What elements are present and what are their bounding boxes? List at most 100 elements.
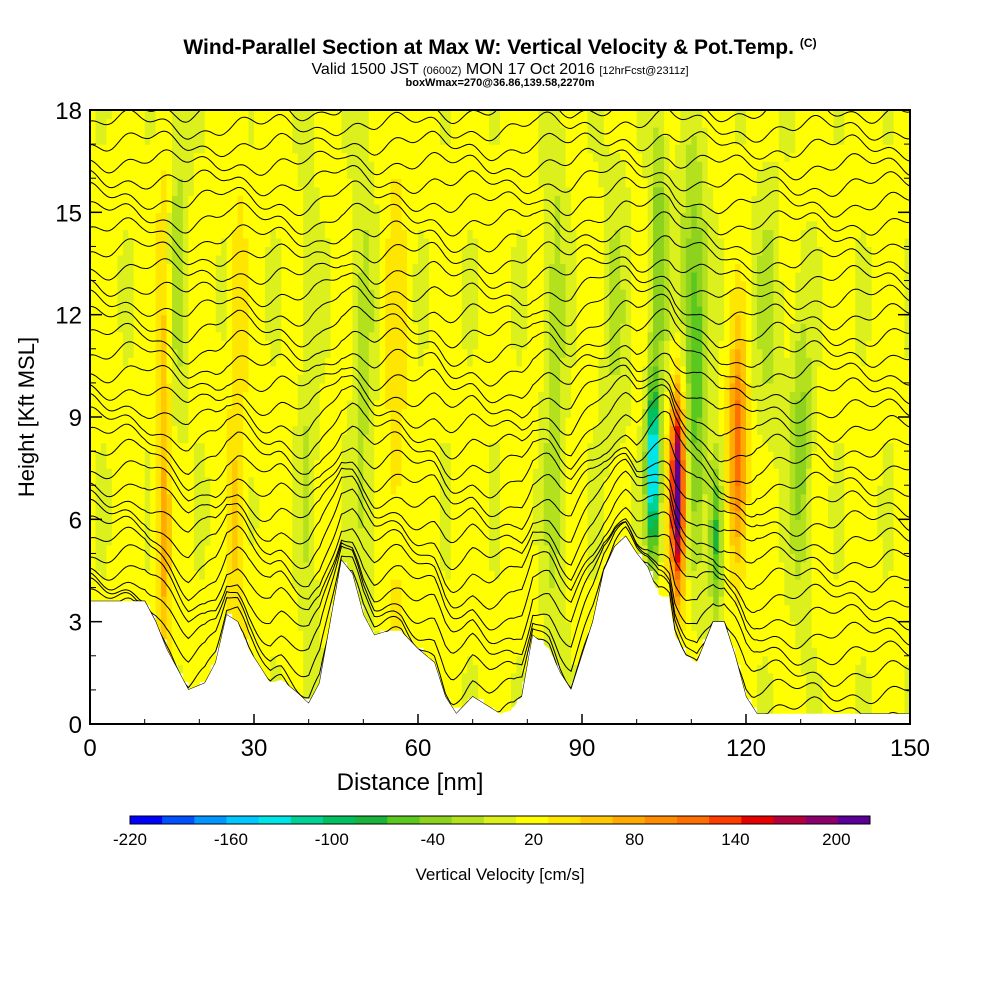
field-cell <box>510 289 517 299</box>
field-cell <box>281 374 288 384</box>
field-cell <box>478 510 485 520</box>
field-cell <box>237 579 244 589</box>
field-cell <box>510 493 517 503</box>
field-cell <box>243 280 250 290</box>
field-cell <box>199 348 206 358</box>
field-cell <box>516 689 523 700</box>
field-cell <box>150 331 157 341</box>
field-cell <box>221 613 228 623</box>
field-cell <box>259 621 266 631</box>
field-cell <box>456 237 463 248</box>
field-cell <box>472 476 479 486</box>
field-cell <box>472 544 479 555</box>
field-cell <box>505 161 512 171</box>
field-cell <box>510 434 517 444</box>
field-cell <box>188 272 195 282</box>
field-cell <box>374 382 381 393</box>
field-cell <box>166 203 173 213</box>
field-cell <box>292 647 299 657</box>
field-cell <box>368 374 375 384</box>
field-cell <box>418 502 425 512</box>
field-cell <box>161 186 168 196</box>
field-cell <box>150 135 157 145</box>
field-cell <box>297 647 304 657</box>
field-cell <box>352 451 359 461</box>
field-cell <box>385 161 392 171</box>
field-cell <box>418 596 425 606</box>
field-cell <box>434 391 441 401</box>
field-cell <box>379 391 386 401</box>
field-cell <box>188 468 195 478</box>
field-cell <box>494 391 501 401</box>
field-cell <box>106 110 113 120</box>
field-cell <box>341 468 348 478</box>
field-cell <box>434 382 441 393</box>
field-cell <box>286 178 293 188</box>
field-cell <box>155 442 162 452</box>
field-cell <box>248 272 255 282</box>
field-cell <box>193 323 200 333</box>
field-cell <box>412 306 419 316</box>
field-cell <box>510 425 517 435</box>
field-cell <box>346 144 353 154</box>
field-cell <box>106 579 113 589</box>
field-cell <box>133 544 140 555</box>
field-cell <box>352 314 359 324</box>
field-cell <box>341 348 348 358</box>
field-cell <box>368 391 375 401</box>
field-cell <box>259 391 266 401</box>
field-cell <box>243 272 250 282</box>
field-cell <box>106 510 113 520</box>
field-cell <box>226 391 233 401</box>
field-cell <box>478 621 485 631</box>
field-cell <box>210 434 217 444</box>
field-cell <box>286 297 293 307</box>
field-cell <box>500 195 507 205</box>
field-cell <box>467 579 474 589</box>
field-cell <box>390 459 397 469</box>
field-cell <box>128 246 135 256</box>
field-cell <box>177 297 184 307</box>
field-cell <box>516 553 523 563</box>
field-cell <box>199 306 206 316</box>
field-cell <box>341 485 348 495</box>
field-cell <box>390 417 397 427</box>
field-cell <box>401 382 408 393</box>
field-cell <box>275 365 282 375</box>
field-cell <box>325 152 332 162</box>
field-cell <box>161 348 168 358</box>
field-cell <box>275 220 282 230</box>
field-cell <box>401 178 408 188</box>
field-cell <box>182 263 189 273</box>
field-cell <box>461 485 468 495</box>
field-cell <box>483 451 490 461</box>
field-cell <box>407 451 414 461</box>
field-cell <box>204 263 211 273</box>
field-cell <box>243 229 250 239</box>
field-cell <box>456 297 463 307</box>
field-cell <box>248 127 255 137</box>
field-cell <box>379 459 386 469</box>
field-cell <box>467 152 474 162</box>
field-cell <box>500 340 507 350</box>
field-cell <box>346 331 353 341</box>
field-cell <box>434 613 441 623</box>
field-cell <box>292 485 299 495</box>
field-cell <box>423 161 430 171</box>
field-cell <box>461 630 468 640</box>
field-cell <box>396 417 403 427</box>
field-cell <box>90 493 97 503</box>
field-cell <box>122 306 129 316</box>
field-cell <box>445 604 452 614</box>
field-cell <box>243 374 250 384</box>
field-cell <box>270 502 277 512</box>
field-cell <box>117 502 124 512</box>
field-cell <box>188 681 195 691</box>
field-cell <box>161 314 168 324</box>
field-cell <box>494 476 501 486</box>
field-cell <box>494 451 501 461</box>
field-cell <box>423 570 430 580</box>
field-cell <box>439 408 446 418</box>
field-cell <box>144 493 151 503</box>
field-cell <box>401 579 408 589</box>
